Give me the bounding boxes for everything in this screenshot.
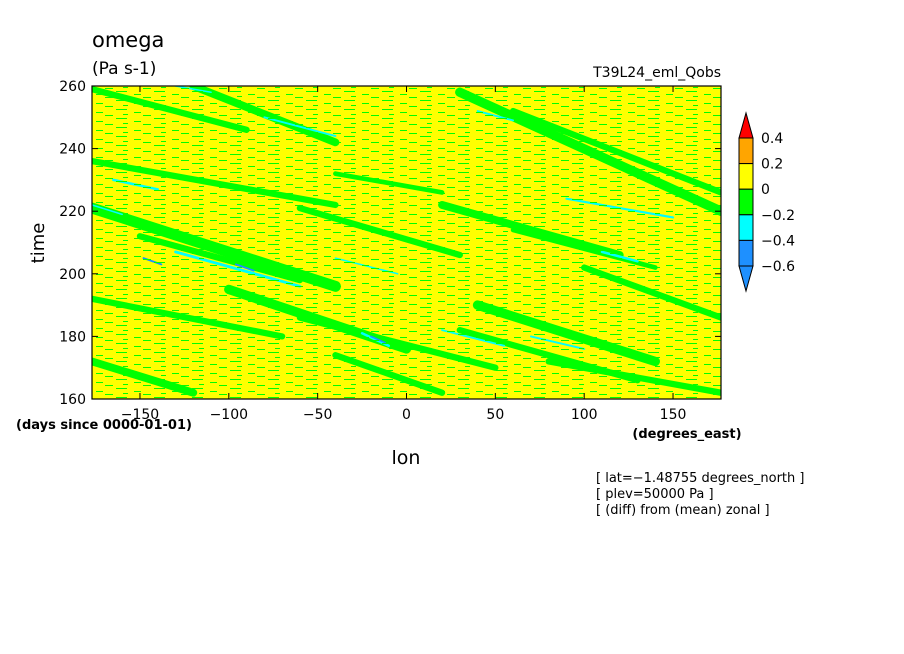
experiment-label: T39L24_eml_Qobs bbox=[592, 65, 721, 81]
colorbar: 0.4 0.2 0 −0.2 −0.4 −0.6 bbox=[738, 111, 795, 293]
colorbar-level-label: 0.4 bbox=[761, 131, 783, 147]
y-axis-ticks: 160 180 200 220 240 260 bbox=[59, 79, 721, 408]
x-tick-label: −150 bbox=[121, 407, 159, 423]
x-tick-label: 0 bbox=[402, 407, 411, 423]
y-tick-label: 180 bbox=[59, 329, 86, 345]
x-tick-label: 50 bbox=[486, 407, 504, 423]
x-tick-label: −50 bbox=[303, 407, 333, 423]
colorbar-level-label: 0 bbox=[761, 182, 770, 198]
x-axis-ticks: −150 −100 −50 0 50 100 150 bbox=[121, 86, 687, 423]
colorbar-box-1 bbox=[738, 163, 754, 190]
colorbar-over-triangle bbox=[738, 111, 754, 139]
colorbar-level-label: −0.2 bbox=[761, 208, 795, 224]
chart-units: (Pa s-1) bbox=[92, 59, 156, 79]
plot-area bbox=[92, 86, 721, 399]
y-tick-label: 160 bbox=[59, 392, 86, 408]
x-tick-label: 150 bbox=[660, 407, 687, 423]
y-tick-label: 260 bbox=[59, 79, 86, 95]
chart-title: omega bbox=[92, 28, 164, 52]
y-tick-label: 200 bbox=[59, 267, 86, 283]
colorbar-level-label: −0.4 bbox=[761, 233, 795, 249]
y-axis-units: (days since 0000-01-01) bbox=[16, 418, 192, 433]
colorbar-level-label: 0.2 bbox=[761, 157, 783, 173]
x-tick-label: −100 bbox=[210, 407, 248, 423]
colorbar-box-0 bbox=[738, 137, 754, 165]
colorbar-box-3 bbox=[738, 214, 754, 241]
x-axis-units: (degrees_east) bbox=[632, 427, 741, 442]
colorbar-box-2 bbox=[738, 188, 754, 216]
y-tick-label: 240 bbox=[59, 142, 86, 158]
x-tick-label: 100 bbox=[571, 407, 598, 423]
annotation-zonal-diff: [ (diff) from (mean) zonal ] bbox=[596, 503, 770, 518]
colorbar-box-4 bbox=[738, 239, 754, 267]
annotation-latitude: [ lat=−1.48755 degrees_north ] bbox=[596, 471, 804, 486]
annotation-pressure-level: [ plev=50000 Pa ] bbox=[596, 487, 714, 502]
y-axis-label: time bbox=[28, 223, 49, 264]
fine-scale-contours bbox=[92, 86, 721, 399]
y-tick-label: 220 bbox=[59, 204, 86, 220]
x-axis-label: lon bbox=[392, 447, 421, 469]
colorbar-level-label: −0.6 bbox=[761, 259, 795, 275]
colorbar-under-triangle bbox=[738, 265, 754, 293]
